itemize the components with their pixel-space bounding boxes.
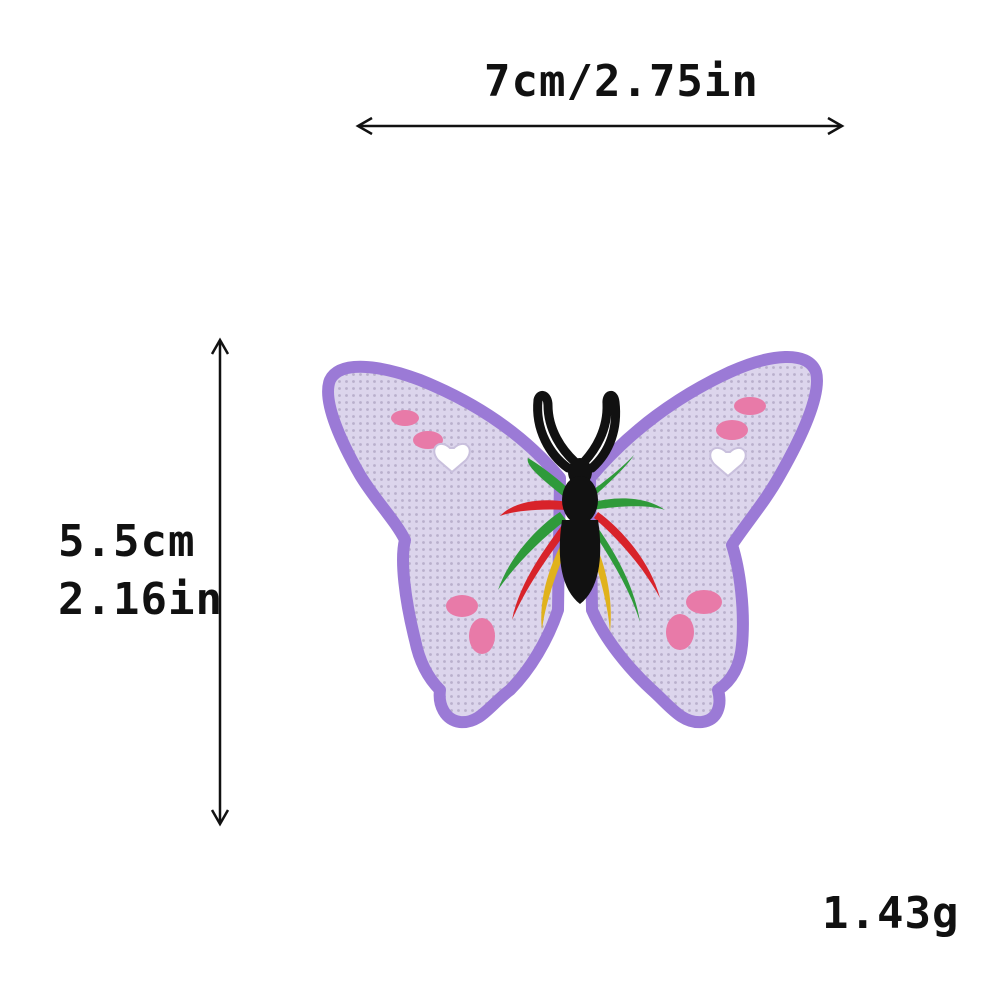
height-cm-label: 5.5cm xyxy=(58,516,196,567)
butterfly-thorax xyxy=(562,476,598,524)
height-arrow xyxy=(210,337,230,827)
weight-label: 1.43g xyxy=(822,888,960,939)
butterfly-patch-image xyxy=(322,350,823,729)
wing-accents xyxy=(391,397,766,654)
width-arrow xyxy=(355,116,845,136)
width-dimension-label: 7cm/2.75in xyxy=(484,56,759,107)
antennae xyxy=(533,391,621,473)
right-wing xyxy=(584,350,823,729)
height-in-label: 2.16in xyxy=(58,574,223,625)
left-wing xyxy=(322,360,566,729)
butterfly-abdomen xyxy=(559,520,601,604)
